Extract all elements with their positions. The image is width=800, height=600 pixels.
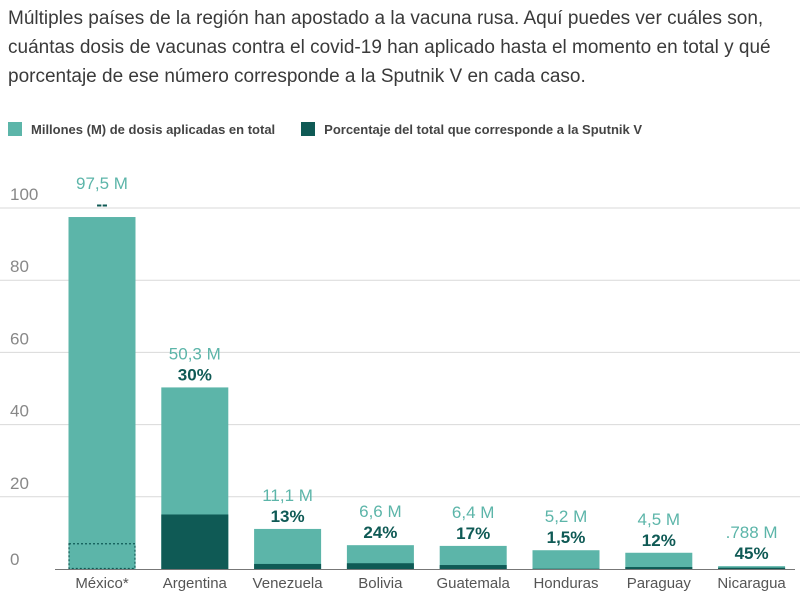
x-category-label: Honduras [533, 575, 598, 592]
x-category-label: Guatemala [437, 575, 511, 592]
y-tick-label: 80 [10, 257, 29, 276]
bar-total [68, 217, 136, 569]
bar-sputnik [161, 514, 229, 569]
bar-total [254, 528, 322, 569]
bar-total [346, 545, 414, 569]
data-label-total: 6,6 M [359, 502, 402, 521]
data-label-total: 50,3 M [169, 344, 221, 363]
x-category-label: Nicaragua [717, 575, 786, 592]
data-label-percent: 12% [642, 531, 676, 550]
bar-sputnik [346, 563, 414, 569]
x-category-label: México* [75, 575, 129, 592]
bar-sputnik [254, 563, 322, 569]
data-label-total: 4,5 M [638, 510, 681, 529]
bar-total [439, 545, 507, 569]
chart-legend: Millones (M) de dosis aplicadas en total… [8, 117, 668, 141]
data-label-total: 11,1 M [262, 486, 313, 505]
bar-sputnik [439, 565, 507, 569]
x-category-label: Venezuela [253, 575, 324, 592]
y-tick-label: 0 [10, 550, 19, 569]
data-label-percent: 30% [178, 365, 212, 384]
legend-item-sputnik: Porcentaje del total que corresponde a l… [301, 122, 642, 137]
y-tick-label: 100 [10, 185, 38, 204]
bar-total [718, 566, 786, 569]
x-category-label: Argentina [163, 575, 228, 592]
data-label-total: 5,2 M [545, 507, 588, 526]
y-tick-label: 60 [10, 329, 29, 348]
data-label-total: .788 M [726, 523, 778, 542]
data-label-total: 6,4 M [452, 503, 495, 522]
bar-total [625, 552, 693, 569]
intro-text: Múltiples países de la región han aposta… [8, 8, 771, 87]
x-category-label: Paraguay [627, 575, 692, 592]
legend-label-total: Millones (M) de dosis aplicadas en total [31, 121, 276, 137]
x-category-label: Bolivia [358, 575, 403, 592]
y-tick-label: 40 [10, 402, 29, 421]
legend-swatch-sputnik [301, 122, 316, 136]
data-label-total: 97,5 M [76, 174, 128, 193]
data-label-percent: 45% [735, 544, 769, 563]
data-label-percent: 1,5% [547, 528, 586, 547]
legend-item-total: Millones (M) de dosis aplicadas en total [8, 122, 275, 137]
data-label-percent: 17% [456, 524, 490, 543]
bar-sputnik-estimate [68, 543, 136, 570]
legend-swatch-total [8, 122, 22, 136]
bar-sputnik [625, 567, 693, 569]
data-label-percent: 24% [363, 523, 397, 542]
data-label-percent: -- [96, 195, 107, 214]
y-tick-label: 20 [10, 474, 29, 493]
legend-label-sputnik: Porcentaje del total que corresponde a l… [324, 121, 643, 137]
data-label-percent: 13% [271, 507, 305, 526]
bar-sputnik [718, 567, 786, 569]
bar-total [532, 550, 600, 569]
